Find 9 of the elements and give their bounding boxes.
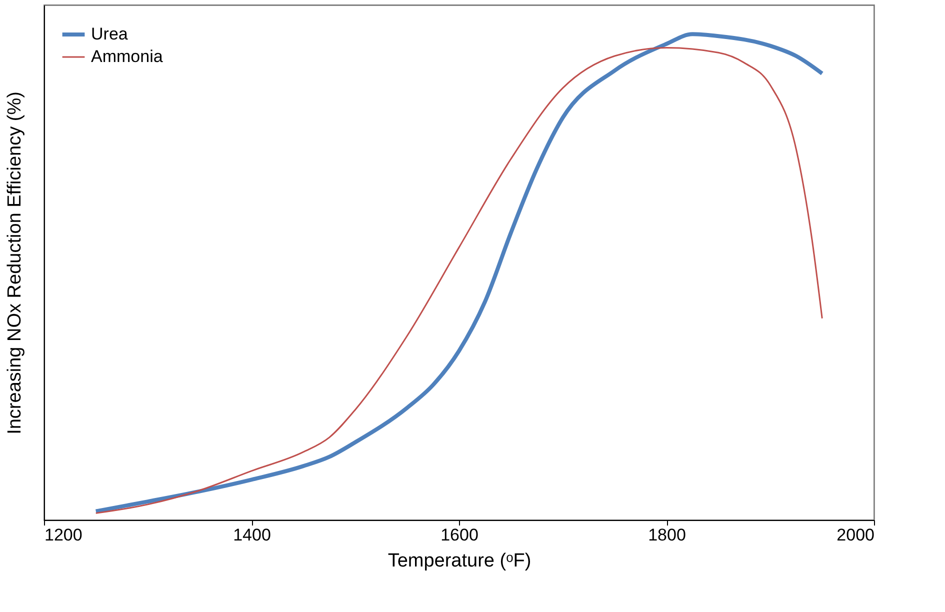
- x-tick-label: 1800: [648, 526, 686, 544]
- x-axis-title: Temperature (ᵒF): [388, 550, 532, 572]
- x-tick-label: 1600: [440, 526, 478, 544]
- legend-label: Ammonia: [91, 47, 164, 66]
- x-tick-label: 1200: [44, 526, 82, 544]
- x-tick-label: 2000: [836, 526, 874, 544]
- x-tick-label: 1400: [233, 526, 271, 544]
- legend-label: Urea: [91, 24, 128, 44]
- y-axis-title: Increasing NOx Reduction Efficiency (%): [4, 92, 26, 434]
